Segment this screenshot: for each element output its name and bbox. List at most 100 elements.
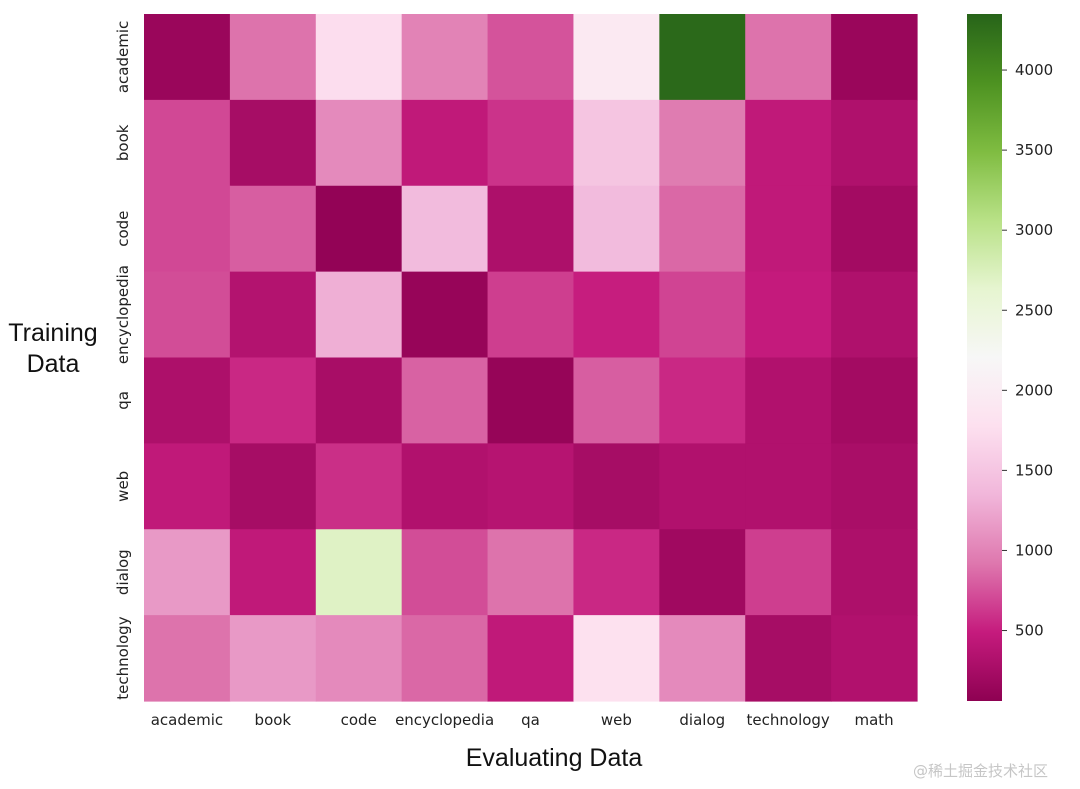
heatmap-cell-dialog-technology [745, 529, 832, 616]
heatmap-cell-dialog-encyclopedia [401, 529, 489, 616]
colorbar-tick-label: 2500 [1015, 301, 1053, 319]
heatmap-cell-code-math [831, 185, 918, 273]
y-tick-labels: academic book code encyclopedia qa web dialog t… [114, 21, 132, 700]
heatmap-cell-book-encyclopedia [401, 99, 489, 187]
y-tick-label-technology: technology [114, 616, 132, 699]
x-tick-label-dialog: dialog [679, 711, 725, 729]
heatmap-cell-technology-book [229, 615, 317, 702]
heatmap-cell-web-math [831, 443, 918, 530]
heatmap-cell-code-code [315, 185, 403, 273]
heatmap-cell-encyclopedia-technology [745, 271, 832, 359]
heatmap-cell-book-academic [144, 99, 231, 187]
heatmap-cell-code-web [573, 185, 660, 273]
heatmap-cell-academic-math [831, 14, 918, 101]
heatmap-cell-encyclopedia-academic [144, 271, 231, 359]
heatmap-cells [144, 14, 918, 702]
heatmap-cell-web-book [229, 443, 317, 530]
heatmap-cell-web-qa [487, 443, 575, 530]
heatmap-cell-dialog-web [573, 529, 660, 616]
heatmap-cell-book-book [229, 99, 317, 187]
colorbar-tick-label: 1000 [1015, 541, 1053, 559]
heatmap-cell-technology-dialog [659, 615, 746, 702]
heatmap-cell-code-encyclopedia [401, 185, 489, 273]
heatmap-cell-encyclopedia-encyclopedia [401, 271, 489, 359]
y-tick-label-book: book [114, 124, 132, 161]
heatmap-cell-qa-book [229, 357, 317, 444]
heatmap-cell-qa-math [831, 357, 918, 444]
heatmap-cell-technology-academic [144, 615, 231, 702]
heatmap-cell-dialog-code [315, 529, 403, 616]
heatmap-cell-dialog-academic [144, 529, 231, 616]
x-tick-label-book: book [255, 711, 292, 729]
colorbar [967, 14, 1002, 701]
heatmap-cell-book-dialog [659, 99, 746, 187]
x-tick-label-encyclopedia: encyclopedia [395, 711, 494, 729]
heatmap-cell-encyclopedia-code [315, 271, 403, 359]
x-axis-label: Evaluating Data [466, 744, 643, 772]
heatmap-cell-book-math [831, 99, 918, 187]
x-tick-labels: academic book code encyclopedia qa web dialog t… [151, 711, 894, 729]
heatmap-cell-academic-technology [745, 14, 832, 101]
heatmap-cell-technology-web [573, 615, 660, 702]
heatmap-cell-web-web [573, 443, 660, 530]
heatmap-cell-qa-dialog [659, 357, 746, 444]
heatmap-cell-technology-code [315, 615, 403, 702]
heatmap-cell-encyclopedia-book [229, 271, 317, 359]
heatmap-cell-encyclopedia-web [573, 271, 660, 359]
heatmap-cell-code-technology [745, 185, 832, 273]
heatmap-cell-web-encyclopedia [401, 443, 489, 530]
heatmap-cell-academic-code [315, 14, 403, 101]
heatmap-cell-encyclopedia-qa [487, 271, 575, 359]
heatmap-cell-qa-qa [487, 357, 575, 444]
colorbar-tick-label: 1500 [1015, 461, 1053, 479]
heatmap-cell-book-code [315, 99, 403, 187]
heatmap-cell-code-academic [144, 185, 231, 273]
heatmap-cell-academic-book [229, 14, 317, 101]
x-tick-label-web: web [601, 711, 632, 729]
heatmap-cell-qa-encyclopedia [401, 357, 489, 444]
colorbar-tick-label: 500 [1015, 622, 1044, 640]
heatmap-cell-encyclopedia-math [831, 271, 918, 359]
heatmap-cell-encyclopedia-dialog [659, 271, 746, 359]
heatmap-cell-web-dialog [659, 443, 746, 530]
heatmap-cell-dialog-dialog [659, 529, 746, 616]
y-tick-label-dialog: dialog [114, 549, 132, 595]
heatmap-cell-academic-dialog [659, 14, 746, 101]
colorbar-tick-label: 3000 [1015, 221, 1053, 239]
y-tick-label-encyclopedia: encyclopedia [114, 265, 132, 364]
y-axis-label: Training Data [8, 319, 97, 378]
heatmap-cell-academic-encyclopedia [401, 14, 489, 101]
heatmap-cell-qa-academic [144, 357, 231, 444]
colorbar-tick-label: 4000 [1015, 61, 1053, 79]
x-tick-label-academic: academic [151, 711, 223, 729]
heatmap-cell-technology-encyclopedia [401, 615, 489, 702]
heatmap-cell-web-technology [745, 443, 832, 530]
colorbar-ticks: 500 1000 1500 2000 2500 3000 3500 4000 [1002, 61, 1053, 640]
heatmap-cell-book-web [573, 99, 660, 187]
y-tick-label-code: code [114, 211, 132, 247]
heatmap-cell-qa-code [315, 357, 403, 444]
y-tick-label-academic: academic [114, 21, 132, 93]
heatmap-cell-qa-technology [745, 357, 832, 444]
heatmap-cell-web-code [315, 443, 403, 530]
heatmap-cell-code-qa [487, 185, 575, 273]
heatmap-cell-book-technology [745, 99, 832, 187]
heatmap-cell-technology-technology [745, 615, 832, 702]
watermark-text: @稀土掘金技术社区 [913, 762, 1049, 780]
x-tick-label-code: code [341, 711, 377, 729]
heatmap-cell-dialog-book [229, 529, 317, 616]
y-tick-label-qa: qa [114, 391, 132, 410]
heatmap-cell-code-book [229, 185, 317, 273]
colorbar-tick-label: 3500 [1015, 141, 1053, 159]
colorbar-tick-label: 2000 [1015, 381, 1053, 399]
y-tick-label-web: web [114, 471, 132, 502]
heatmap-cell-technology-qa [487, 615, 575, 702]
x-tick-label-qa: qa [521, 711, 540, 729]
x-tick-label-technology: technology [747, 711, 830, 729]
heatmap-cell-academic-qa [487, 14, 575, 101]
heatmap-cell-qa-web [573, 357, 660, 444]
heatmap-cell-web-academic [144, 443, 231, 530]
heatmap-cell-dialog-qa [487, 529, 575, 616]
heatmap-cell-academic-academic [144, 14, 231, 101]
